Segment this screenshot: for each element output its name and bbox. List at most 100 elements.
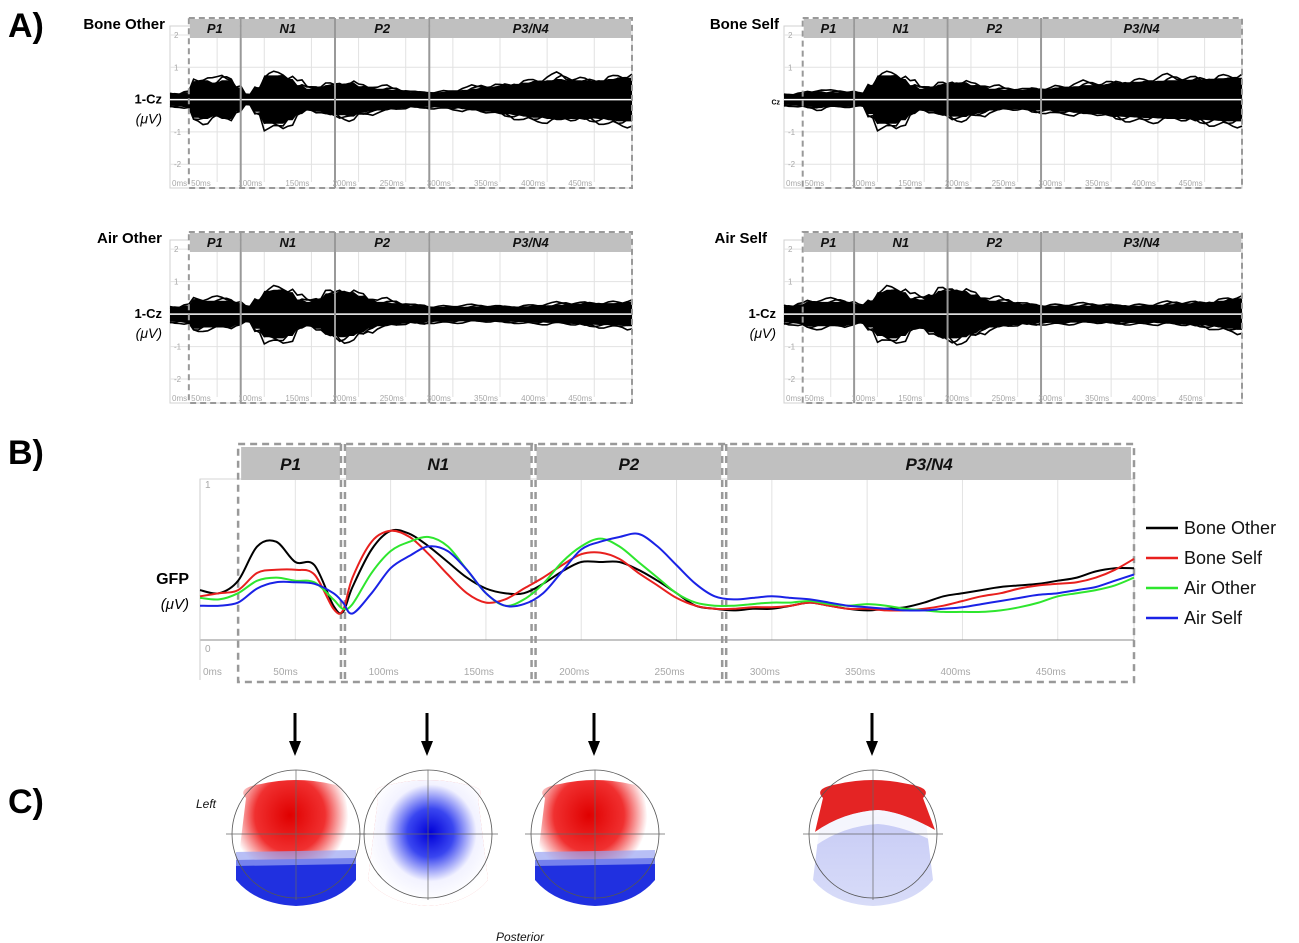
x-tick-label: 0ms [172,394,187,403]
window-frame [187,231,633,404]
window-label: N1 [427,455,449,474]
x-tick-label: 150ms [285,179,309,188]
x-tick-label: 350ms [1085,179,1109,188]
x-tick-label: 50ms [805,179,825,188]
window-header [948,233,1041,252]
legend-label: Bone Other [1184,518,1276,538]
x-tick-label: 250ms [655,667,685,678]
left-label: Left [196,797,217,811]
x-tick-label: 350ms [1085,394,1109,403]
y-tick-label: 2 [788,245,793,254]
x-tick-label: 0ms [786,394,801,403]
window-label: P3/N4 [905,455,953,474]
x-tick-label: 200ms [945,179,969,188]
window-header [189,19,240,38]
panel-label-a: A) [8,7,44,45]
topo-transition [815,810,935,846]
window-header [1042,19,1241,38]
x-tick-label: 300ms [427,179,451,188]
panel-label-c: C) [8,783,44,821]
window-frame [187,17,633,189]
y-axis-label: 1-Cz [135,306,163,321]
window-frame [801,231,1243,404]
arrow-head [289,741,301,756]
window-label: P1 [820,21,836,36]
butterfly-plot-1: 211-1-2P1N1P2P3/N40ms50ms100ms150ms200ms… [710,16,1243,189]
window-header [1042,233,1241,252]
y-axis-label: 1-Cz [135,92,163,107]
x-tick-label: 250ms [380,179,404,188]
window-label: N1 [893,235,910,250]
x-tick-label: 0ms [203,667,222,678]
x-tick-label: 450ms [1179,394,1203,403]
y-tick-label: 2 [174,31,179,40]
x-tick-label: 100ms [851,394,875,403]
x-tick-label: 300ms [427,394,451,403]
y-axis-unit: (μV) [750,325,776,341]
butterfly-plot-2: 2 1 -1 -2 P1 N1 P2 P3/N4 0ms 50ms 100ms 150ms 200ms 2… [97,230,633,404]
y-tick-label: -1 [788,128,796,137]
y-axis-label: GFP [156,571,189,588]
window-label: P3/N4 [513,235,550,250]
window-frame [801,17,1243,189]
y-tick-label: 1 [788,278,793,287]
x-tick-label: 400ms [521,179,545,188]
topo-map-2 [525,769,665,906]
window-label: P3/N4 [513,21,550,36]
window-frame [236,442,1136,684]
window-header [241,447,340,480]
y-tick-label: 1 [788,63,793,72]
window-label: N1 [280,21,297,36]
series-line-air-self [199,532,1135,615]
posterior-label: Posterior [496,930,545,943]
y-tick-label: 1 [174,63,179,72]
window-label: N1 [280,235,297,250]
window-label: P2 [374,235,391,250]
panel-label-b: B) [8,434,44,472]
x-tick-label: 50ms [191,179,211,188]
window-label: P1 [820,235,836,250]
window-label: P1 [207,21,223,36]
x-tick-label: 350ms [845,667,875,678]
x-tick-label: 200ms [333,179,357,188]
window-label: N1 [893,21,910,36]
window-label: P1 [280,455,301,474]
y-tick-label: 1 [205,480,211,491]
window-label: P3/N4 [1123,235,1160,250]
window-label: P3/N4 [1123,21,1160,36]
x-tick-label: 150ms [898,394,922,403]
y-tick-label: -1 [174,128,182,137]
x-tick-label: 450ms [1036,667,1066,678]
legend-label: Air Self [1184,608,1243,628]
series-line-bone-self [199,529,1135,615]
window-header [336,233,429,252]
x-tick-label: 250ms [992,179,1016,188]
condition-title: Air Self [714,230,768,247]
legend: Bone Other Bone Self Air Other Air Self [1146,518,1276,628]
x-tick-label: 100ms [851,179,875,188]
x-tick-label: 250ms [380,394,404,403]
x-tick-label: 0ms [172,179,187,188]
window-header [727,447,1131,480]
x-tick-label: 200ms [945,394,969,403]
y-tick-label: -2 [174,375,182,384]
x-tick-label: 100ms [238,179,262,188]
x-tick-label: 100ms [238,394,262,403]
window-label: P2 [374,21,391,36]
y-axis-unit: (μV) [161,596,189,613]
window-header [189,233,240,252]
x-tick-label: 300ms [750,667,780,678]
y-tick-label: 2 [788,31,793,40]
window-label: P2 [986,21,1003,36]
window-header [855,233,947,252]
x-tick-label: 400ms [940,667,970,678]
plot-area [199,478,1135,641]
arrow-head [588,741,600,756]
x-tick-label: 150ms [898,179,922,188]
arrow-head [866,741,878,756]
x-tick-label: 400ms [1132,179,1156,188]
y-tick-label: -1 [788,343,796,352]
x-tick-label: 0ms [786,179,801,188]
x-tick-label: 350ms [474,179,498,188]
